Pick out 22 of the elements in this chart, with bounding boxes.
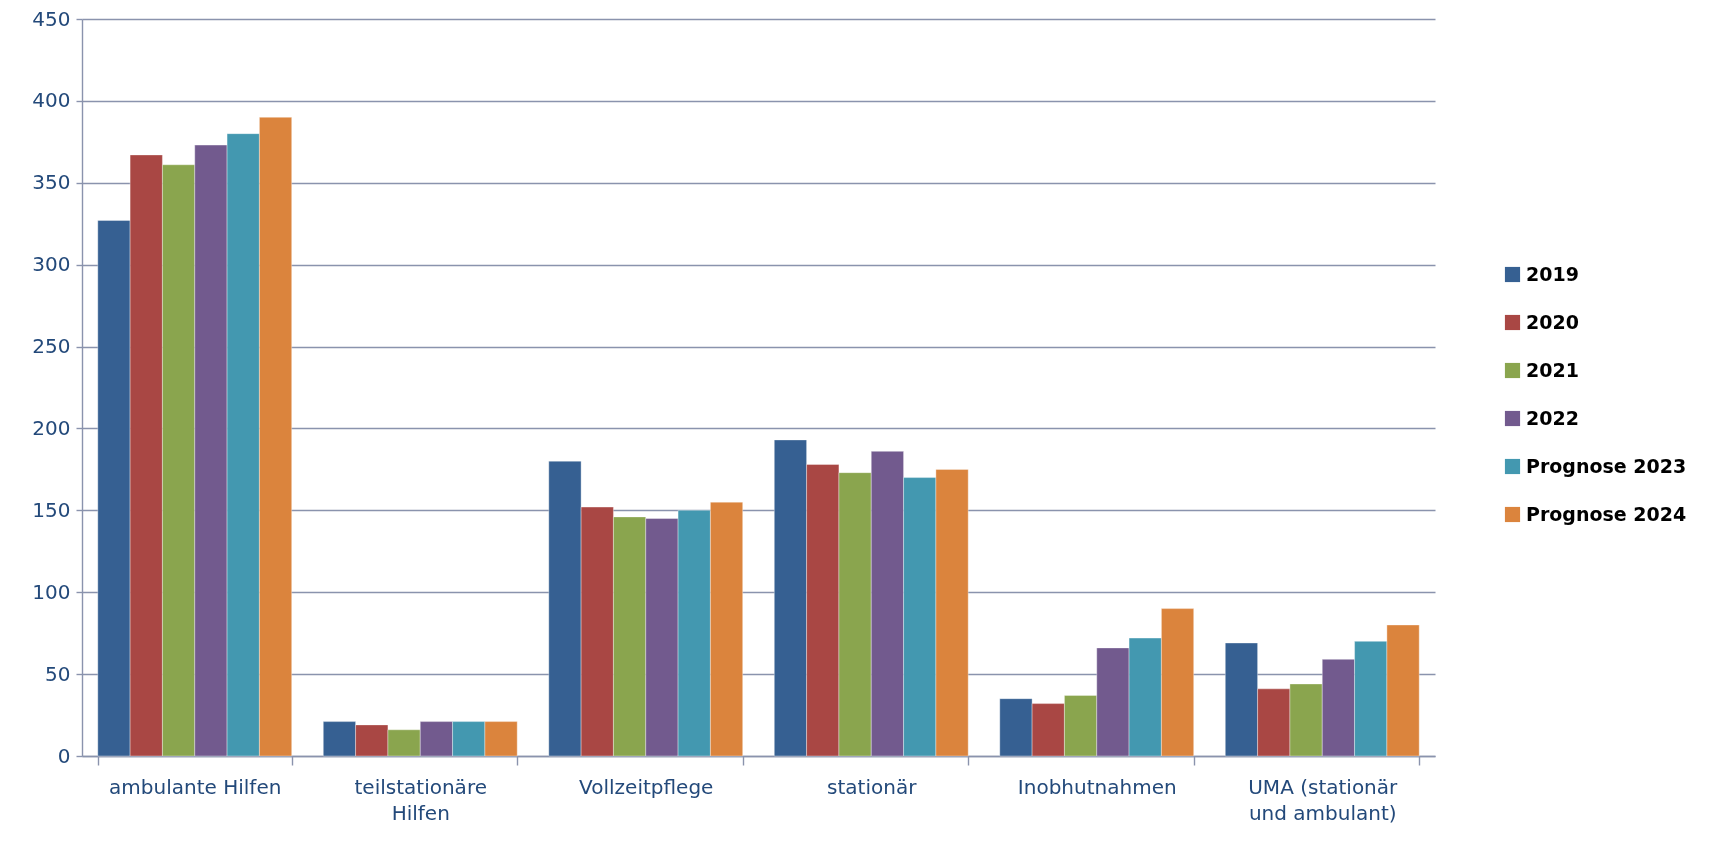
y-tick-label: 150	[32, 497, 71, 522]
y-tick-label: 350	[32, 170, 71, 195]
legend-label: Prognose 2024	[1526, 502, 1687, 525]
x-tick-label: teilstationäre Hilfen	[354, 774, 487, 825]
legend-label: 2021	[1526, 358, 1579, 381]
y-tick-label: 400	[32, 88, 71, 113]
y-tick-label: 450	[32, 6, 71, 31]
x-tick-label: Inobhutnahmen	[1017, 774, 1177, 799]
legend-label: 2019	[1526, 262, 1579, 285]
y-tick-label: 200	[32, 415, 71, 440]
y-tick-label: 0	[57, 743, 71, 768]
x-tick-label: stationär	[827, 774, 918, 799]
legend-label: 2020	[1526, 310, 1579, 333]
x-tick-label: UMA (stationär und ambulant)	[1248, 774, 1399, 825]
y-tick-label: 100	[32, 579, 71, 604]
x-tick-label: ambulante Hilfen	[109, 774, 282, 799]
y-tick-label: 50	[45, 661, 71, 686]
legend-label: 2022	[1526, 406, 1579, 429]
legend-label: Prognose 2023	[1526, 454, 1687, 477]
y-tick-label: 300	[32, 252, 71, 277]
y-tick-label: 250	[32, 334, 71, 359]
x-tick-label: Vollzeitpflege	[579, 774, 714, 799]
